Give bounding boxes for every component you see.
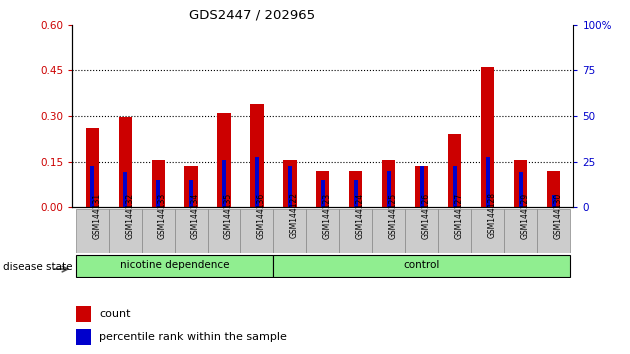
Text: count: count (99, 309, 130, 319)
Bar (481, 67, 494, 207)
Bar (241, 209, 273, 253)
Bar (453, 166, 457, 207)
Text: nicotine dependence: nicotine dependence (120, 261, 229, 270)
Bar (514, 160, 527, 207)
Text: GSM144135: GSM144135 (224, 192, 233, 239)
Bar (354, 180, 358, 207)
Bar (349, 171, 362, 207)
Text: GSM144124: GSM144124 (356, 193, 365, 239)
Bar (387, 171, 391, 207)
Bar (250, 104, 263, 207)
Text: GSM144125: GSM144125 (389, 193, 398, 239)
Bar (273, 255, 570, 277)
Bar (255, 157, 259, 207)
Text: GSM144128: GSM144128 (488, 193, 496, 239)
Bar (486, 157, 490, 207)
Bar (175, 209, 207, 253)
Bar (284, 160, 297, 207)
Bar (415, 166, 428, 207)
Bar (123, 172, 127, 207)
Bar (156, 180, 160, 207)
Text: GSM144130: GSM144130 (554, 192, 563, 239)
Bar (372, 209, 405, 253)
Text: GSM144127: GSM144127 (455, 193, 464, 239)
Bar (76, 329, 91, 345)
Bar (222, 160, 226, 207)
Text: percentile rank within the sample: percentile rank within the sample (99, 332, 287, 342)
Bar (420, 166, 424, 207)
Text: GSM144132: GSM144132 (125, 193, 134, 239)
Bar (405, 209, 438, 253)
Bar (152, 160, 164, 207)
Text: GSM144126: GSM144126 (421, 193, 431, 239)
Bar (306, 209, 340, 253)
Bar (118, 118, 132, 207)
Bar (316, 171, 329, 207)
Bar (76, 255, 273, 277)
Bar (471, 209, 504, 253)
Bar (273, 209, 306, 253)
Bar (142, 209, 175, 253)
Text: control: control (404, 261, 440, 270)
Text: GSM144122: GSM144122 (290, 193, 299, 239)
Bar (76, 306, 91, 321)
Text: GDS2447 / 202965: GDS2447 / 202965 (189, 9, 315, 22)
Bar (448, 134, 461, 207)
Text: GSM144129: GSM144129 (520, 193, 530, 239)
Text: disease state: disease state (3, 262, 72, 272)
Bar (504, 209, 537, 253)
Bar (537, 209, 570, 253)
Bar (207, 209, 241, 253)
Bar (288, 166, 292, 207)
Bar (90, 166, 94, 207)
Bar (189, 180, 193, 207)
Text: GSM144136: GSM144136 (257, 192, 266, 239)
Bar (340, 209, 372, 253)
Bar (321, 180, 325, 207)
Text: GSM144123: GSM144123 (323, 193, 332, 239)
Bar (551, 195, 556, 207)
Bar (109, 209, 142, 253)
Text: GSM144134: GSM144134 (191, 192, 200, 239)
Bar (438, 209, 471, 253)
Bar (76, 209, 109, 253)
Bar (518, 172, 522, 207)
Bar (86, 128, 99, 207)
Bar (547, 171, 560, 207)
Bar (185, 166, 198, 207)
Text: GSM144133: GSM144133 (158, 192, 167, 239)
Text: GSM144131: GSM144131 (92, 193, 101, 239)
Bar (217, 113, 231, 207)
Bar (382, 160, 396, 207)
